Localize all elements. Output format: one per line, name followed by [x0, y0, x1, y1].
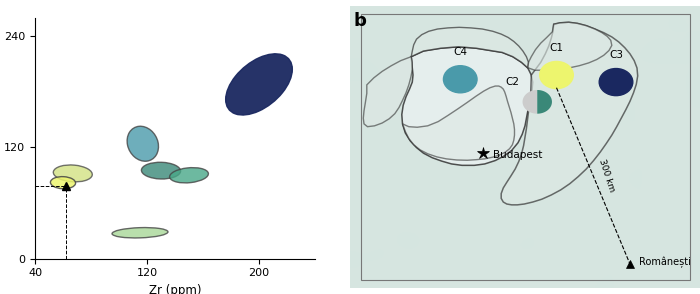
Polygon shape	[402, 47, 533, 165]
Polygon shape	[501, 22, 638, 205]
Text: 300 km: 300 km	[597, 158, 616, 193]
Text: Românești: Românești	[638, 257, 691, 268]
Text: Budapest: Budapest	[494, 151, 543, 161]
Text: C1: C1	[550, 43, 564, 53]
Ellipse shape	[53, 165, 92, 182]
Circle shape	[540, 61, 573, 88]
Polygon shape	[402, 86, 514, 160]
Polygon shape	[528, 22, 612, 70]
Ellipse shape	[50, 177, 76, 189]
Ellipse shape	[141, 162, 181, 179]
Circle shape	[444, 66, 477, 93]
Text: C2: C2	[505, 77, 519, 87]
Ellipse shape	[127, 126, 158, 161]
Ellipse shape	[225, 54, 293, 115]
Polygon shape	[412, 27, 528, 68]
Text: C4: C4	[454, 47, 468, 57]
Polygon shape	[538, 90, 552, 114]
Ellipse shape	[112, 228, 168, 238]
X-axis label: Zr (ppm): Zr (ppm)	[148, 284, 202, 294]
Text: b: b	[354, 11, 366, 29]
Text: C3: C3	[609, 50, 623, 60]
Ellipse shape	[169, 168, 209, 183]
Polygon shape	[363, 57, 412, 127]
Polygon shape	[523, 90, 538, 114]
Circle shape	[599, 69, 633, 96]
